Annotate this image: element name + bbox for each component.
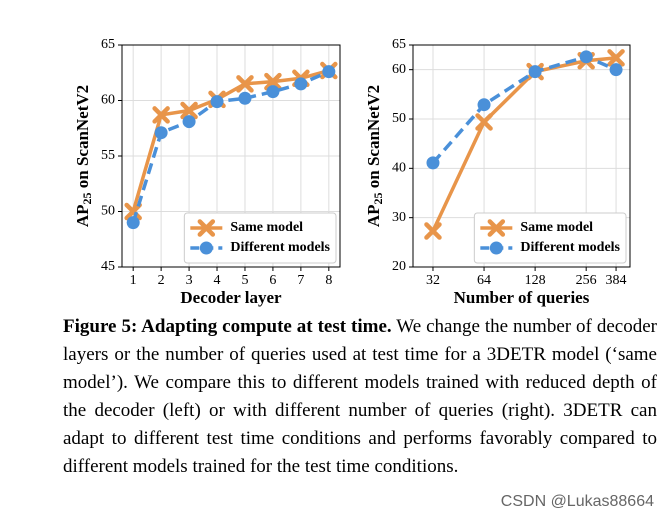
- marker: [180, 101, 198, 120]
- legend: Same model Different models: [473, 212, 627, 264]
- marker: [609, 63, 623, 77]
- x-tick-label: 7: [297, 273, 304, 288]
- x-tick-label: 128: [525, 273, 546, 288]
- legend-box: [183, 212, 337, 264]
- y-axis-label-part: on ScanNetV2: [364, 85, 383, 193]
- x-tick-label: 4: [214, 273, 221, 288]
- series-line: [131, 68, 330, 212]
- x-tick-label: 3: [186, 273, 193, 288]
- marker: [210, 95, 224, 109]
- x-tick-label: 8: [325, 273, 332, 288]
- watermark: CSDN @Lukas88664: [500, 493, 654, 510]
- y-tick-label: 55: [101, 148, 115, 163]
- marker: [266, 85, 280, 99]
- x-tick-label: 32: [426, 273, 440, 288]
- y-tick-label: 60: [101, 93, 115, 108]
- marker: [236, 75, 254, 93]
- x-tick-label: 384: [606, 273, 627, 288]
- marker: [264, 72, 282, 91]
- x-tick-label: 256: [576, 273, 597, 288]
- x-tick-label: 6: [269, 273, 276, 288]
- y-tick-label: 65: [101, 37, 115, 52]
- marker: [477, 98, 491, 112]
- y-tick-label: 65: [392, 37, 406, 52]
- y-axis-label-part: on ScanNetV2: [73, 85, 92, 193]
- x-tick-label: 1: [130, 273, 137, 288]
- marker: [154, 126, 168, 140]
- legend-label: Same model: [520, 220, 593, 235]
- legend-marker: [489, 241, 503, 255]
- legend: Same model Different models: [183, 212, 337, 264]
- y-axis-label-part: 25: [80, 193, 94, 205]
- y-tick-label: 30: [392, 210, 406, 225]
- marker: [126, 216, 140, 230]
- marker: [152, 106, 170, 124]
- marker: [475, 113, 493, 131]
- marker: [528, 65, 542, 79]
- marker: [294, 77, 308, 91]
- series-line: [131, 70, 330, 224]
- x-axis-label: Number of queries: [454, 288, 590, 307]
- series-line: [431, 54, 617, 165]
- y-tick-label: 40: [392, 161, 406, 176]
- caption-label: Figure 5: Adapting compute at test time.: [63, 316, 392, 337]
- legend-label: Different models: [230, 240, 330, 255]
- y-axis-label: AP25 on ScanNetV2: [73, 85, 94, 227]
- legend-marker: [487, 219, 506, 237]
- x-axis-label: Decoder layer: [180, 288, 282, 307]
- caption-text: We change the number of decoder layers o…: [63, 316, 657, 477]
- plot-frame: [412, 44, 631, 268]
- x-tick-label: 2: [158, 273, 165, 288]
- legend-marker: [197, 219, 216, 237]
- marker: [579, 50, 593, 64]
- marker: [322, 65, 336, 79]
- marker: [607, 49, 625, 67]
- series-line: [431, 56, 617, 232]
- y-tick-label: 45: [101, 259, 115, 274]
- legend-label: Same model: [230, 220, 303, 235]
- x-tick-label: 64: [477, 273, 491, 288]
- marker: [426, 156, 440, 170]
- y-axis-label-part: 25: [371, 193, 385, 205]
- y-axis-label-part: AP: [364, 205, 383, 228]
- marker: [124, 202, 142, 221]
- legend-marker: [199, 241, 213, 255]
- y-tick-label: 20: [392, 259, 406, 274]
- y-tick-label: 50: [392, 111, 406, 126]
- legend-box: [473, 212, 627, 264]
- y-tick-label: 50: [101, 204, 115, 219]
- caption: Figure 5: Adapting compute at test time.…: [63, 313, 657, 481]
- y-axis-label: AP25 on ScanNetV2: [364, 85, 385, 227]
- marker: [238, 91, 252, 105]
- plot-frame: [121, 44, 341, 268]
- y-axis-label-part: AP: [73, 205, 92, 228]
- marker: [424, 222, 442, 240]
- y-tick-label: 60: [392, 62, 406, 77]
- legend-label: Different models: [520, 240, 620, 255]
- marker: [182, 115, 196, 129]
- x-tick-label: 5: [241, 273, 248, 288]
